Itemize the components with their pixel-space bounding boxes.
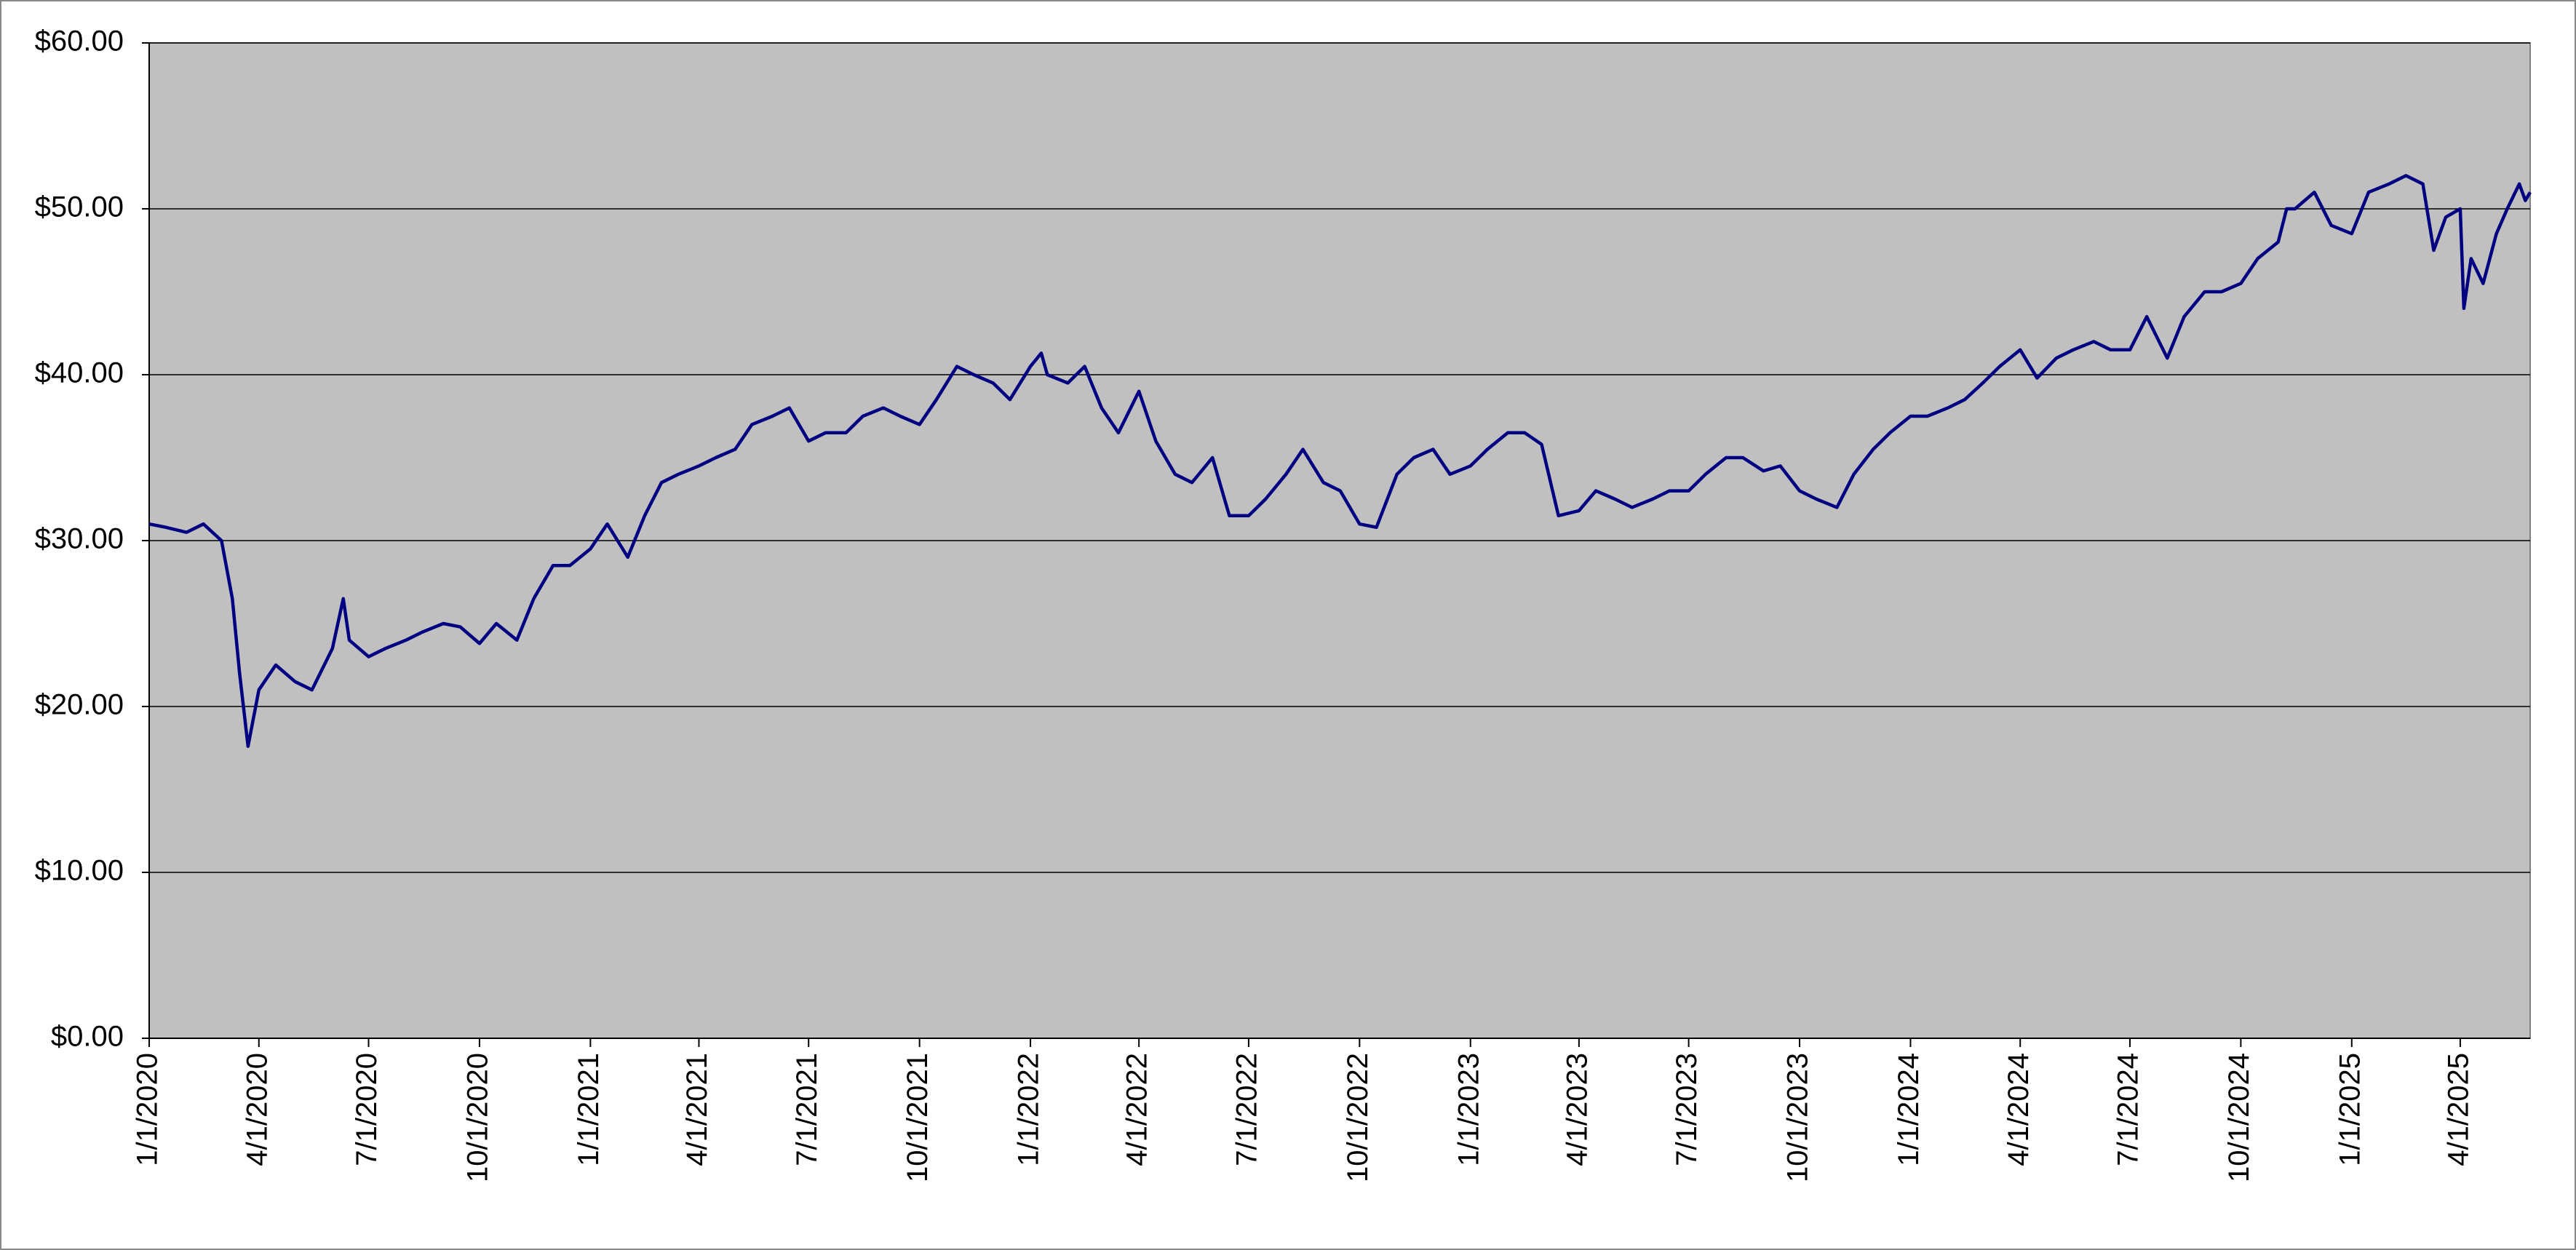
x-tick-label: 4/1/2022 — [1121, 1053, 1153, 1166]
x-tick-label: 1/1/2021 — [573, 1053, 605, 1166]
price-line — [148, 174, 2532, 748]
y-tick-label: $0.00 — [51, 1021, 124, 1053]
x-tick-label: 7/1/2022 — [1231, 1053, 1263, 1166]
x-tick-label: 4/1/2020 — [241, 1053, 273, 1166]
x-tick-label: 7/1/2020 — [351, 1053, 383, 1166]
x-tick-label: 4/1/2023 — [1561, 1053, 1593, 1166]
y-tick-label: $30.00 — [35, 523, 124, 555]
x-tick-label: 1/1/2025 — [2334, 1053, 2366, 1166]
y-tick-label: $60.00 — [35, 25, 124, 57]
x-tick-label: 10/1/2023 — [1782, 1053, 1814, 1182]
x-tick-label: 1/1/2020 — [132, 1053, 164, 1166]
x-tick-label: 7/1/2024 — [2112, 1053, 2144, 1166]
x-tick-label: 1/1/2023 — [1452, 1053, 1484, 1166]
y-tick-label: $50.00 — [35, 191, 124, 223]
y-tick-label: $40.00 — [35, 357, 124, 389]
x-tick-label: 1/1/2024 — [1893, 1053, 1925, 1166]
x-tick-label: 4/1/2024 — [2003, 1053, 2035, 1166]
x-tick-label: 10/1/2024 — [2223, 1053, 2255, 1182]
y-tick-label: $20.00 — [35, 689, 124, 721]
x-tick-label: 10/1/2021 — [902, 1053, 934, 1182]
x-tick-label: 10/1/2022 — [1342, 1053, 1374, 1182]
x-tick-label: 4/1/2025 — [2442, 1053, 2474, 1166]
x-tick-label: 10/1/2020 — [462, 1053, 494, 1182]
y-tick-label: $10.00 — [35, 855, 124, 887]
x-tick-label: 4/1/2021 — [681, 1053, 713, 1166]
x-tick-label: 7/1/2023 — [1671, 1053, 1703, 1166]
x-tick-label: 1/1/2022 — [1013, 1053, 1045, 1166]
x-tick-label: 7/1/2021 — [791, 1053, 823, 1166]
